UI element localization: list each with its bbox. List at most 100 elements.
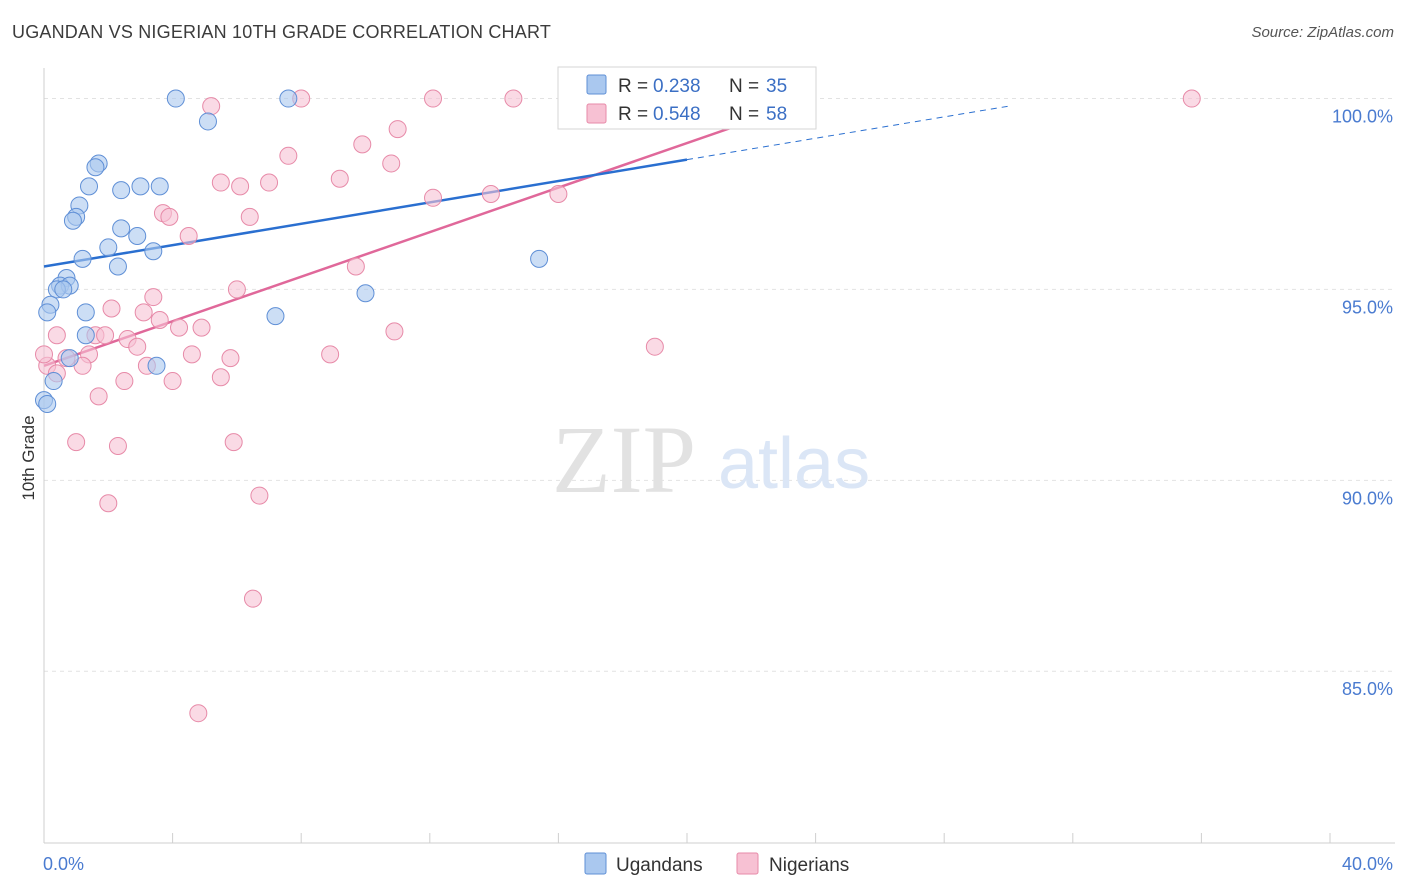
- point-ugandans: [198, 112, 217, 131]
- point-nigerians: [231, 177, 250, 196]
- point-nigerians: [211, 173, 230, 192]
- point-ugandans: [279, 89, 298, 108]
- y-tick-label: 95.0%: [1342, 297, 1393, 317]
- watermark-atlas: atlas: [718, 424, 870, 504]
- point-ugandans: [54, 280, 73, 299]
- point-ugandans: [147, 356, 166, 375]
- point-ugandans: [44, 372, 63, 391]
- point-nigerians: [192, 318, 211, 337]
- watermark-zip: ZIP: [552, 406, 696, 513]
- legend-r-label-ugandans: R =: [618, 76, 648, 97]
- legend-r-value-ugandans: 0.238: [653, 76, 701, 97]
- x-ticks: [43, 833, 1331, 843]
- point-nigerians: [279, 146, 298, 165]
- point-nigerians: [388, 120, 407, 139]
- point-nigerians: [211, 368, 230, 387]
- point-ugandans: [73, 249, 92, 268]
- y-tick-label: 85.0%: [1342, 679, 1393, 699]
- point-ugandans: [63, 211, 82, 230]
- point-ugandans: [144, 242, 163, 261]
- point-nigerians: [382, 154, 401, 173]
- x-tick-label-start: 0.0%: [43, 854, 84, 874]
- point-ugandans: [150, 177, 169, 196]
- bottom-legend-label-nigerians: Nigerians: [769, 855, 849, 876]
- point-nigerians: [144, 288, 163, 307]
- point-nigerians: [47, 326, 66, 345]
- legend-swatch-nigerians: [586, 103, 607, 124]
- legend-n-value-ugandans: 35: [766, 76, 787, 97]
- point-nigerians: [424, 89, 443, 108]
- legend-n-label-nigerians: N =: [729, 104, 759, 125]
- legend: R = 0.238 N = 35 R = 0.548 N = 58: [557, 66, 817, 130]
- legend-swatch-ugandans: [586, 74, 607, 95]
- point-nigerians: [224, 433, 243, 452]
- bottom-legend: Ugandans Nigerians: [584, 852, 849, 876]
- point-nigerians: [504, 89, 523, 108]
- series-ugandans: [35, 89, 549, 413]
- point-nigerians: [330, 169, 349, 188]
- point-nigerians: [182, 345, 201, 364]
- axes: [43, 68, 1395, 844]
- legend-n-value-nigerians: 58: [766, 104, 787, 125]
- point-ugandans: [112, 219, 131, 238]
- point-nigerians: [160, 207, 179, 226]
- point-nigerians: [150, 310, 169, 329]
- point-nigerians: [346, 257, 365, 276]
- point-ugandans: [76, 326, 95, 345]
- point-ugandans: [86, 158, 105, 177]
- point-nigerians: [227, 280, 246, 299]
- point-nigerians: [99, 494, 118, 513]
- point-nigerians: [67, 433, 86, 452]
- point-nigerians: [424, 188, 443, 207]
- trend-line-nigerians: [43, 97, 817, 367]
- legend-r-value-nigerians: 0.548: [653, 104, 701, 125]
- bottom-legend-label-ugandans: Ugandans: [616, 855, 703, 876]
- point-nigerians: [96, 326, 115, 345]
- point-nigerians: [170, 318, 189, 337]
- point-ugandans: [128, 226, 147, 245]
- chart-source: Source: ZipAtlas.com: [1251, 24, 1394, 41]
- y-axis-label: 10th Grade: [19, 415, 38, 500]
- point-nigerians: [1182, 89, 1201, 108]
- chart-title: UGANDAN VS NIGERIAN 10TH GRADE CORRELATI…: [12, 22, 552, 42]
- point-nigerians: [102, 299, 121, 318]
- trend-line-ugandans: [43, 158, 688, 268]
- point-ugandans: [80, 177, 99, 196]
- point-nigerians: [189, 704, 208, 723]
- y-tick-labels: 100.0% 95.0% 90.0% 85.0%: [1332, 107, 1393, 700]
- point-nigerians: [128, 337, 147, 356]
- point-nigerians: [549, 184, 568, 203]
- point-nigerians: [179, 226, 198, 245]
- point-ugandans: [108, 257, 127, 276]
- point-nigerians: [385, 322, 404, 341]
- legend-n-label-ugandans: N =: [729, 76, 759, 97]
- watermark: ZIP atlas: [552, 406, 870, 513]
- point-nigerians: [353, 135, 372, 154]
- legend-r-label-nigerians: R =: [618, 104, 648, 125]
- point-nigerians: [645, 337, 664, 356]
- point-nigerians: [481, 184, 500, 203]
- point-nigerians: [134, 303, 153, 322]
- point-ugandans: [60, 349, 79, 368]
- point-ugandans: [356, 284, 375, 303]
- point-ugandans: [38, 394, 57, 413]
- point-ugandans: [76, 303, 95, 322]
- point-nigerians: [115, 372, 134, 391]
- y-tick-label: 100.0%: [1332, 107, 1393, 127]
- point-nigerians: [321, 345, 340, 364]
- y-tick-label: 90.0%: [1342, 488, 1393, 508]
- point-ugandans: [112, 181, 131, 200]
- point-nigerians: [89, 387, 108, 406]
- point-nigerians: [250, 486, 269, 505]
- x-tick-label-end: 40.0%: [1342, 854, 1393, 874]
- point-ugandans: [266, 307, 285, 326]
- point-nigerians: [240, 207, 259, 226]
- point-nigerians: [243, 589, 262, 608]
- bottom-legend-swatch-ugandans: [584, 852, 607, 875]
- point-nigerians: [35, 345, 53, 364]
- bottom-legend-swatch-nigerians: [736, 852, 759, 875]
- point-nigerians: [163, 372, 182, 391]
- point-ugandans: [99, 238, 118, 257]
- point-ugandans: [166, 89, 185, 108]
